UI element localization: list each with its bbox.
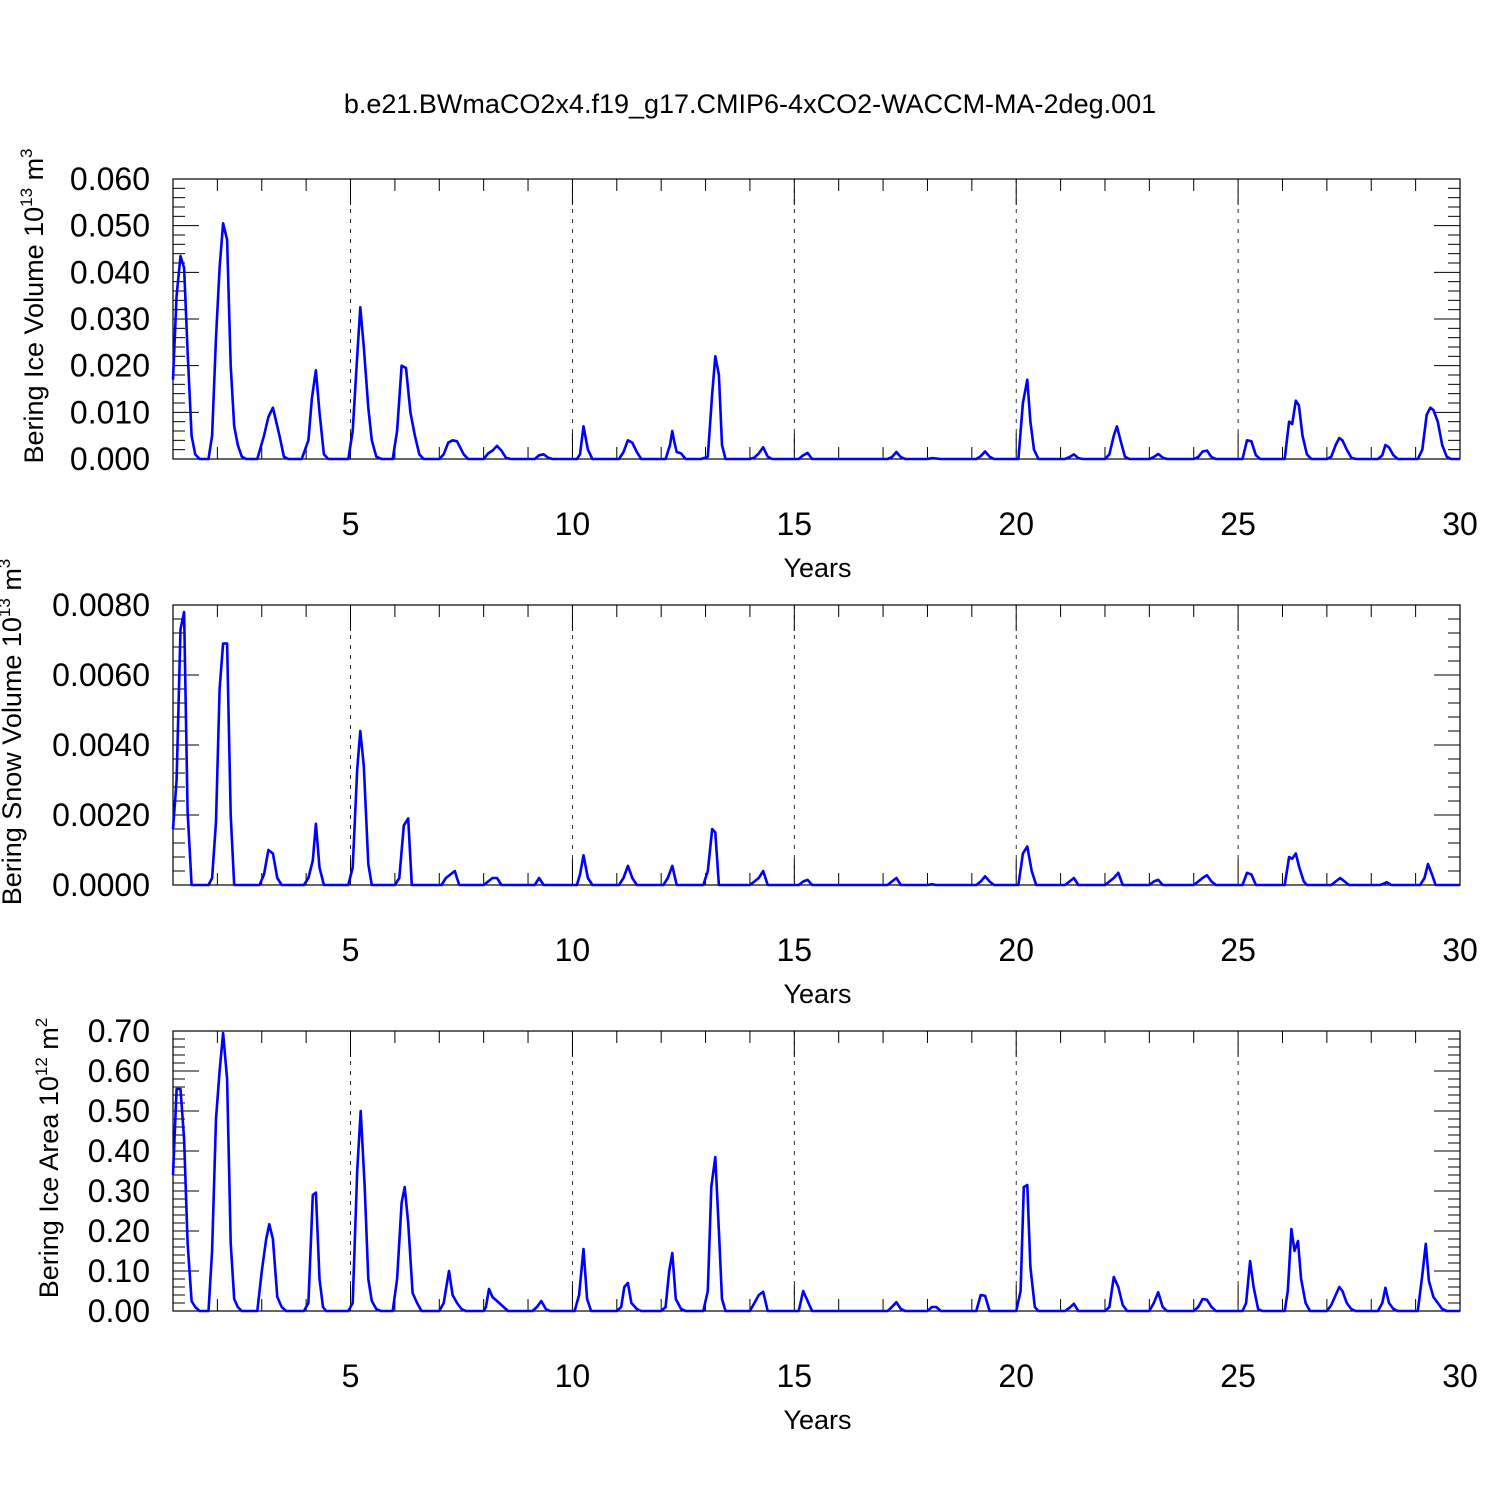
x-tick-label: 15 bbox=[777, 1358, 813, 1394]
y-tick-label: 0.020 bbox=[70, 348, 150, 384]
y-tick-label: 0.0060 bbox=[52, 657, 150, 693]
x-tick-label: 15 bbox=[777, 932, 813, 968]
x-tick-label: 25 bbox=[1220, 932, 1256, 968]
series-line bbox=[171, 222, 1460, 461]
x-tick-label: 30 bbox=[1442, 506, 1478, 542]
x-tick-label: 5 bbox=[342, 506, 360, 542]
x-tick-label: 25 bbox=[1220, 1358, 1256, 1394]
x-axis-label: Years bbox=[783, 1405, 851, 1435]
y-axis-label: Bering Snow Volume 1013 m3 bbox=[0, 559, 27, 906]
panels-container: 0.000 0.010 0.020 0.030 0.040 0.050 0.060 5 10 15… bbox=[0, 148, 1478, 1435]
y-tick-label: 0.060 bbox=[70, 161, 150, 197]
x-tick-label: 30 bbox=[1442, 932, 1478, 968]
chart-panel-1: 0.000 0.010 0.020 0.030 0.040 0.050 0.060 5 10 15… bbox=[17, 148, 1478, 583]
series-line bbox=[171, 1031, 1460, 1313]
y-tick-label: 0.60 bbox=[88, 1053, 150, 1089]
x-tick-label: 15 bbox=[777, 506, 813, 542]
x-tick-label: 25 bbox=[1220, 506, 1256, 542]
series-line bbox=[171, 610, 1460, 887]
x-axis-label: Years bbox=[783, 979, 851, 1009]
x-tick-label: 10 bbox=[555, 506, 591, 542]
x-tick-label: 30 bbox=[1442, 1358, 1478, 1394]
y-tick-label: 0.0080 bbox=[52, 587, 150, 623]
y-tick-label: 0.0020 bbox=[52, 797, 150, 833]
y-tick-label: 0.70 bbox=[88, 1013, 150, 1049]
x-tick-label: 5 bbox=[342, 1358, 360, 1394]
chart-panel-2: 0.0000 0.0020 0.0040 0.0060 0.0080 5 10 15 20 25 3… bbox=[0, 559, 1478, 1009]
y-tick-label: 0.10 bbox=[88, 1253, 150, 1289]
y-axis-label: Bering Ice Area 1012 m2 bbox=[32, 1018, 64, 1299]
figure-title: b.e21.BWmaCO2x4.f19_g17.CMIP6-4xCO2-WACC… bbox=[344, 89, 1156, 119]
x-tick-label: 20 bbox=[998, 932, 1034, 968]
y-tick-label: 0.030 bbox=[70, 301, 150, 337]
y-tick-label: 0.010 bbox=[70, 394, 150, 430]
chart-panel-3: 0.00 0.10 0.20 0.30 0.40 0.50 0.60 0.70 5 10 15 20 2… bbox=[32, 1013, 1478, 1435]
x-tick-label: 5 bbox=[342, 932, 360, 968]
y-tick-label: 0.00 bbox=[88, 1293, 150, 1329]
y-axis-label: Bering Ice Volume 1013 m3 bbox=[17, 148, 49, 463]
y-tick-label: 0.040 bbox=[70, 254, 150, 290]
x-axis-label: Years bbox=[783, 553, 851, 583]
y-tick-label: 0.20 bbox=[88, 1213, 150, 1249]
y-tick-label: 0.50 bbox=[88, 1093, 150, 1129]
y-tick-label: 0.0000 bbox=[52, 867, 150, 903]
y-tick-label: 0.30 bbox=[88, 1173, 150, 1209]
y-tick-label: 0.000 bbox=[70, 441, 150, 477]
y-tick-label: 0.050 bbox=[70, 208, 150, 244]
x-tick-label: 10 bbox=[555, 932, 591, 968]
y-tick-label: 0.0040 bbox=[52, 727, 150, 763]
y-tick-label: 0.40 bbox=[88, 1133, 150, 1169]
x-tick-label: 10 bbox=[555, 1358, 591, 1394]
x-tick-label: 20 bbox=[998, 1358, 1034, 1394]
x-tick-label: 20 bbox=[998, 506, 1034, 542]
